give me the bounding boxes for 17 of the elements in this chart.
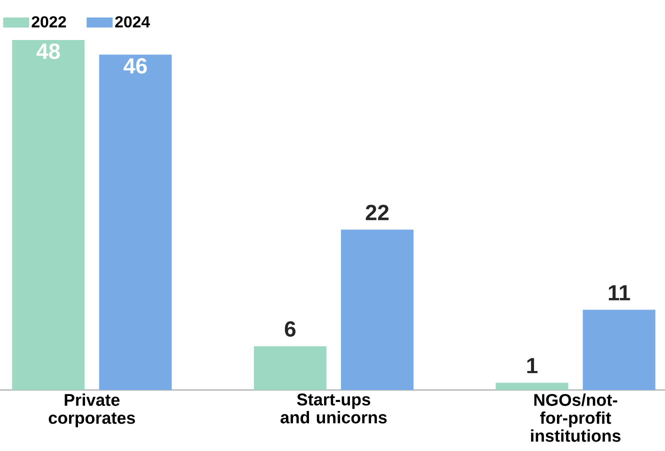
bar <box>99 54 172 390</box>
bar <box>340 230 414 390</box>
bar <box>254 346 326 390</box>
x-tick-label: Private corporates <box>48 394 135 428</box>
legend-label: 2022 <box>32 16 66 28</box>
data-label: 48 <box>36 44 60 60</box>
data-label: 46 <box>124 58 147 74</box>
bar <box>12 40 85 390</box>
bar <box>582 310 656 390</box>
legend-label: 2024 <box>115 16 150 28</box>
x-tick-label: NGOs/not-for-profit institutions <box>531 394 620 442</box>
x-tick-label: Start-ups and unicorns <box>280 394 387 424</box>
data-label: 11 <box>608 285 630 300</box>
data-label: 6 <box>284 321 296 337</box>
data-label: 22 <box>366 204 389 220</box>
data-label: 1 <box>527 358 538 374</box>
bar <box>496 382 568 390</box>
